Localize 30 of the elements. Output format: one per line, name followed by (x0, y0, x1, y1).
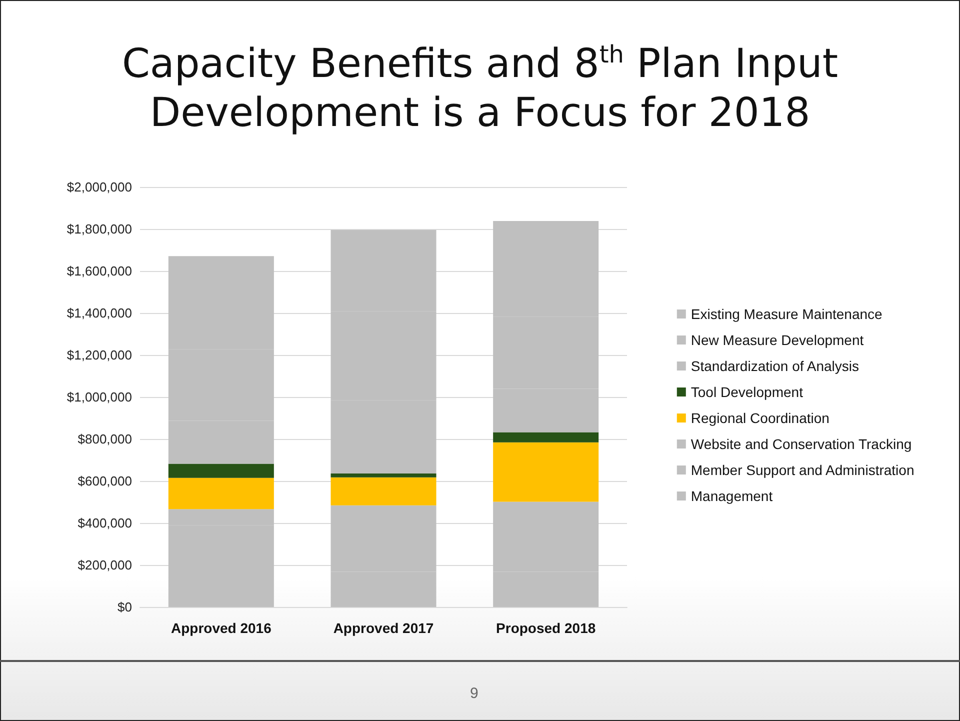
y-tick-label: $800,000 (78, 432, 132, 446)
x-tick-label: Approved 2016 (170, 620, 272, 636)
legend-label: Standardization of Analysis (690, 358, 859, 374)
bar (168, 464, 274, 478)
y-tick-label: $200,000 (78, 558, 132, 572)
legend-label: Website and Conservation Tracking (690, 436, 912, 452)
y-tick-label: $2,000,000 (66, 180, 132, 194)
bar (493, 442, 599, 502)
chart-title: Capacity Benefits and 8$^{th}$ Plan Input Development is a Focus for 2018 (120, 40, 840, 138)
legend-label: Member Support and Administration (690, 462, 914, 478)
bar (493, 432, 599, 442)
legend-label: Existing Measure Maintenance (690, 306, 883, 322)
legend-label: New Measure Development (690, 332, 864, 348)
y-tick-label: $1,000,000 (66, 390, 132, 404)
x-tick-label: Approved 2017 (333, 620, 434, 636)
y-tick-label: $1,400,000 (66, 306, 132, 320)
y-tick-label: $0 (118, 600, 132, 614)
y-tick-label: $600,000 (78, 474, 132, 488)
legend-label: Management (690, 488, 773, 504)
legend-label: Regional Coordination (690, 410, 830, 426)
bar (330, 473, 436, 478)
y-tick-label: $1,200,000 (66, 348, 132, 362)
text: 9 (470, 685, 478, 702)
legend-label: Tool Development (690, 384, 804, 400)
bar (168, 478, 274, 510)
x-tick-label: Proposed 2018 (496, 620, 596, 636)
y-tick-label: $400,000 (78, 516, 132, 530)
y-tick-label: $1,600,000 (66, 264, 132, 278)
bar (330, 477, 436, 506)
y-tick-label: $1,800,000 (66, 222, 132, 236)
